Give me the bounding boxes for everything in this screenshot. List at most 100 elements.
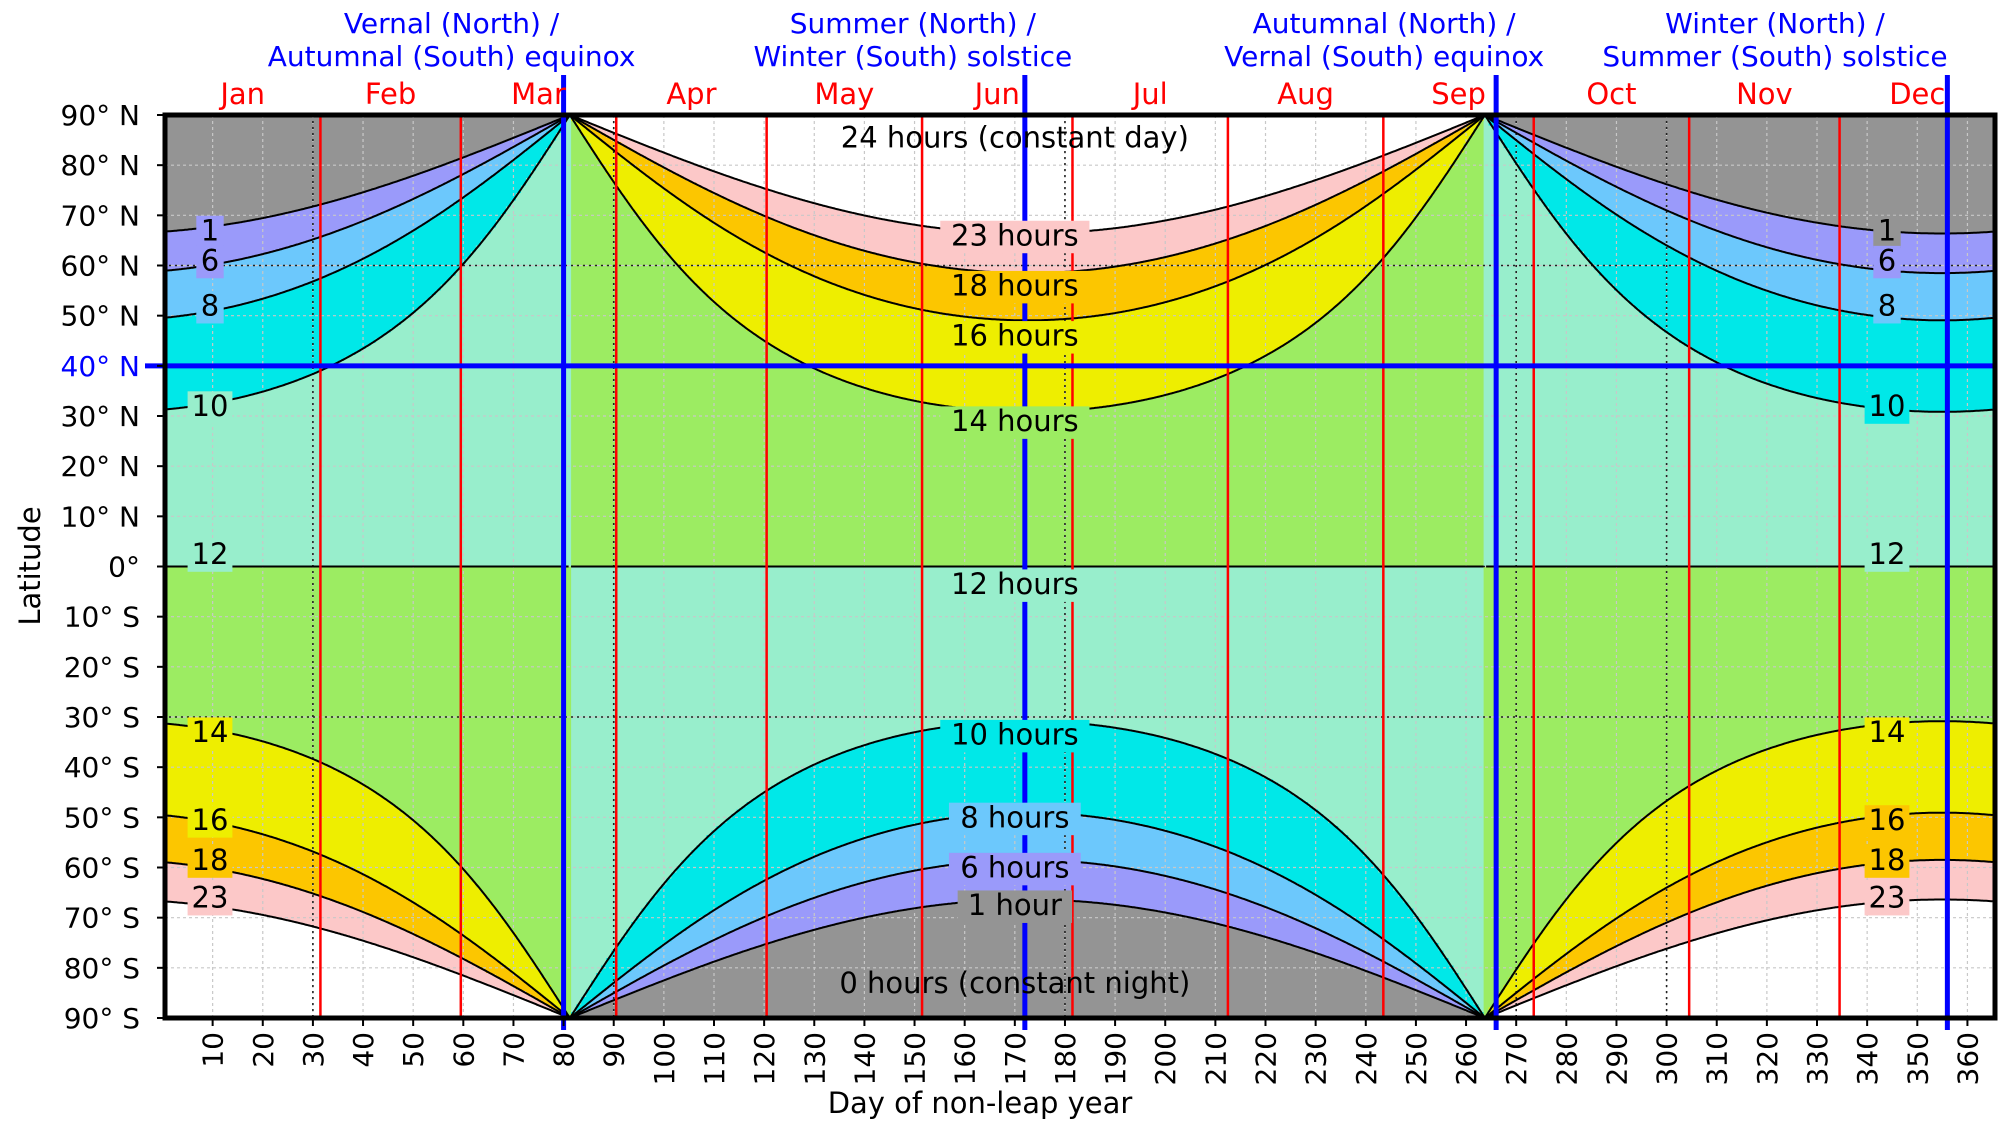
band-cell — [1453, 1001, 1460, 1007]
band-cell — [1338, 193, 1344, 224]
band-cell — [1618, 838, 1625, 916]
month-label: Nov — [1736, 77, 1793, 111]
band-cell — [365, 115, 372, 191]
band-cell — [1067, 410, 1074, 568]
band-cell — [1603, 950, 1610, 971]
band-cell — [1794, 877, 1801, 916]
band-cell — [1759, 382, 1765, 568]
band-cell — [871, 391, 878, 568]
band-cell — [1779, 215, 1786, 253]
band-cell — [1508, 566, 1515, 979]
band-cell — [245, 115, 251, 223]
band-cell — [601, 1004, 607, 1018]
band-cell — [1468, 997, 1475, 1009]
band-cell — [420, 172, 427, 196]
band-cell — [1247, 272, 1254, 365]
band-cell — [420, 115, 427, 173]
band-cell — [621, 937, 627, 976]
band-cell — [205, 905, 211, 1018]
band-cell — [1318, 235, 1324, 320]
band-cell — [1323, 956, 1329, 1018]
band-cell — [290, 289, 296, 383]
band-cell — [1654, 181, 1660, 208]
band-cell — [415, 937, 422, 961]
band-cell — [531, 136, 537, 145]
band-cell — [215, 310, 221, 403]
band-cell — [1779, 251, 1786, 296]
band-cell — [1899, 901, 1906, 1018]
band-cell — [1007, 721, 1013, 814]
band-cell — [475, 187, 482, 247]
band-cell — [891, 875, 898, 913]
band-cell — [997, 115, 1003, 235]
band-cell — [1403, 176, 1409, 232]
band-cell — [1779, 295, 1786, 389]
band-cell — [691, 115, 698, 166]
band-cell — [280, 919, 286, 1018]
band-cell — [1598, 566, 1605, 859]
band-cell — [631, 151, 637, 167]
band-cell — [490, 974, 497, 988]
band-cell — [170, 409, 176, 568]
band-cell — [786, 907, 793, 938]
y-tick-label: 0° — [108, 551, 140, 584]
band-cell — [801, 364, 808, 568]
event-title-line1: Autumnal (North) / — [1253, 7, 1517, 40]
band-cell — [866, 836, 873, 883]
band-cell — [836, 286, 843, 380]
band-cell — [395, 115, 402, 182]
band-cell — [245, 395, 251, 568]
band-cell — [616, 943, 622, 980]
band-cell — [861, 295, 868, 389]
band-cell — [836, 847, 843, 890]
band-cell — [1859, 865, 1866, 905]
band-cell — [831, 115, 838, 209]
band-cell — [876, 878, 883, 916]
band-cell — [1162, 913, 1169, 1018]
band-cell — [1358, 850, 1364, 925]
band-cell — [1242, 202, 1249, 235]
band-cell — [1659, 950, 1665, 1018]
band-cell — [616, 190, 622, 568]
band-cell — [656, 242, 662, 568]
band-cell — [1418, 992, 1425, 1018]
band-cell — [490, 158, 497, 176]
band-cell — [1373, 199, 1379, 268]
band-cell — [1082, 724, 1089, 817]
band-cell — [581, 122, 587, 127]
band-cell — [1694, 223, 1700, 263]
y-tick-label: 20° S — [64, 651, 140, 684]
band-cell — [1192, 883, 1199, 920]
band-cell — [902, 827, 908, 874]
band-cell — [932, 266, 938, 313]
band-cell — [1859, 314, 1866, 407]
band-cell — [1749, 890, 1755, 925]
band-cell — [1373, 115, 1379, 160]
band-cell — [1052, 566, 1059, 724]
band-cell — [1974, 410, 1981, 568]
band-cell — [596, 137, 602, 161]
band-cell — [1458, 152, 1465, 568]
band-cell — [1819, 872, 1826, 911]
band-cell — [1202, 566, 1209, 751]
band-cell — [1634, 959, 1640, 1018]
band-cell — [947, 904, 953, 1018]
event-title-line1: Winter (North) / — [1665, 7, 1885, 40]
band-cell — [1724, 857, 1730, 899]
band-cell — [1117, 866, 1124, 907]
band-cell — [1112, 866, 1119, 907]
band-cell — [1468, 125, 1475, 137]
band-cell — [515, 155, 522, 194]
band-cell — [1097, 566, 1104, 727]
band-cell — [1523, 955, 1530, 986]
band-cell — [591, 152, 597, 568]
band-cell — [1408, 173, 1415, 226]
band-cell — [340, 115, 347, 200]
band-cell — [636, 916, 642, 965]
band-cell — [576, 1004, 582, 1012]
band-cell — [1007, 233, 1013, 274]
band-cell — [1017, 812, 1023, 862]
band-cell — [1654, 893, 1660, 928]
band-cell — [1177, 115, 1184, 218]
band-cell — [1989, 901, 1995, 1018]
